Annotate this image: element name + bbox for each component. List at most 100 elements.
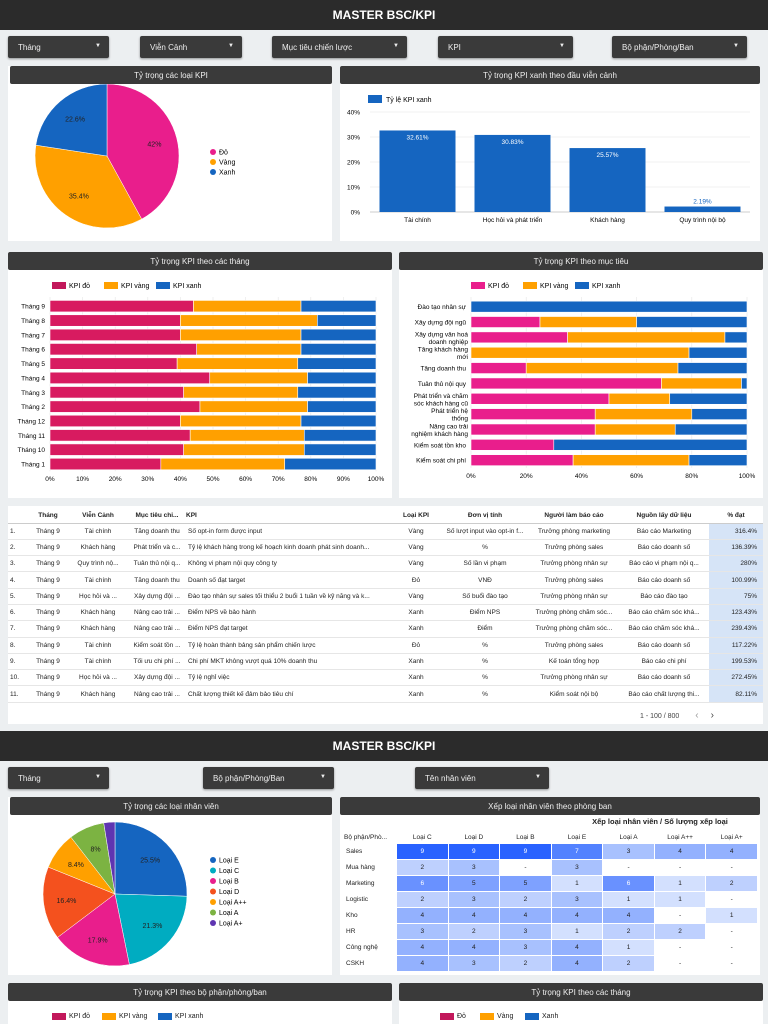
table-cell: Báo cáo doanh số (619, 637, 709, 654)
pie-value-label: 16.4% (57, 898, 77, 905)
x-tick-label: 40% (174, 476, 187, 483)
table-row[interactable]: 3. Tháng 9 Quy trình nộ... Tuân thủ nội q..… (8, 555, 763, 573)
x-tick-label: 100% (368, 476, 385, 483)
bar-segment (470, 408, 596, 420)
table-cell: Kiểm soát tồn ... (128, 637, 186, 654)
filter-objective-dropdown[interactable]: Mục tiêu chiến lược ▼ (272, 36, 407, 58)
table-cell: Tháng 9 (28, 653, 68, 671)
table-cell: 3 (500, 940, 551, 955)
y-tick-label: 40% (347, 110, 360, 117)
column-header[interactable]: Loại A+ (720, 833, 743, 841)
employee-type-pie-chart: 25.5% 21.3% 17.9% 16.4% 8.4% 8% Loại E Loại C Lo… (42, 821, 247, 967)
filter-perspective-dropdown[interactable]: Viễn Cảnh ▼ (140, 36, 242, 58)
legend-label: KPI đỏ (69, 1013, 91, 1020)
y-tick-label: 30% (347, 135, 360, 142)
table-cell: 4 (448, 908, 500, 923)
table-row[interactable]: 10. Tháng 9 Học hỏi và ... Xây dựng đội ...… (8, 669, 763, 687)
table-cell: Xanh (391, 669, 441, 687)
table-row[interactable]: 6. Tháng 9 Khách hàng Nâng cao trải ... Điểm… (8, 604, 763, 622)
filter-department-dropdown[interactable]: Bộ phận/Phòng/Ban ▼ (612, 36, 747, 58)
chevron-right-icon[interactable]: › (710, 710, 714, 721)
column-header[interactable]: Tháng (28, 509, 68, 524)
column-header[interactable]: Bộ phận/Phò... (344, 833, 388, 841)
table-row[interactable]: 4. Tháng 9 Tài chính Tăng doanh thu Doanh số… (8, 571, 763, 589)
dashboard-title: MASTER BSC/KPI (332, 8, 436, 22)
column-header[interactable] (8, 509, 28, 524)
legend-label: Loại A (219, 910, 239, 917)
column-header[interactable]: KPI (186, 509, 391, 524)
table-row[interactable]: 7. Tháng 9 Khách hàng Nâng cao trải ... Điểm… (8, 620, 763, 638)
column-header[interactable]: Nguồn lấy dữ liệu (619, 509, 709, 524)
column-header[interactable]: Loại B (516, 833, 535, 841)
table-cell: Trưởng phòng nhân sự (529, 669, 619, 687)
y-tick-label: 20% (347, 160, 360, 167)
table-cell: 5 (448, 876, 500, 891)
column-header[interactable]: Viễn Cảnh (68, 509, 128, 524)
chevron-down-icon: ▼ (95, 774, 101, 780)
kpi-type-pie-chart: 42% 35.4% 22.6% Đỏ Vàng Xanh (34, 84, 235, 229)
bar-value-label: 2.19% (693, 199, 712, 206)
table-cell: - (679, 864, 682, 871)
table-cell: Đỏ (391, 571, 441, 589)
bar-segment (470, 454, 574, 466)
table-cell: 3 (551, 892, 603, 907)
legend-swatch (525, 1013, 539, 1020)
column-header[interactable]: Người làm báo cáo (529, 509, 619, 524)
table-cell: Số lượt input vào opt-in f... (441, 523, 529, 540)
pagination: 1 - 100 / 800 ‹ › (640, 710, 714, 721)
filter-month-dropdown[interactable]: Tháng ▼ (8, 767, 109, 789)
table-cell: Báo cáo chất lượng thi... (619, 685, 709, 703)
filter-label: Viễn Cảnh (150, 42, 188, 52)
column-header[interactable]: Loại A (619, 833, 638, 841)
table-cell: 3 (603, 844, 654, 859)
table-cell: Nâng cao trải ... (128, 604, 186, 622)
table-row: Công nghệ 4 4 3 4 1- - (344, 940, 757, 955)
column-header[interactable]: Mục tiêu chi... (128, 509, 186, 524)
column-header[interactable]: Loại KPI (391, 509, 441, 524)
filter-department-dropdown[interactable]: Bộ phận/Phòng/Ban ▼ (203, 767, 334, 789)
legend-swatch (210, 159, 216, 165)
filter-month-dropdown[interactable]: Tháng ▼ (8, 36, 109, 58)
table-cell: Tăng doanh thu (128, 523, 186, 540)
filter-employee-dropdown[interactable]: Tên nhân viên ▼ (415, 767, 549, 789)
column-header[interactable]: Loại C (412, 833, 432, 841)
table-cell: Tuân thủ nội q... (128, 555, 186, 573)
legend-label: KPI xanh (592, 283, 621, 290)
legend-label: Đỏ (457, 1013, 466, 1020)
filter-kpi-dropdown[interactable]: KPI ▼ (438, 36, 573, 58)
y-tick-label: mới (457, 354, 468, 361)
y-tick-label: nghiệm khách hàng (411, 431, 468, 438)
table-cell: Số buổi đào tạo (441, 588, 529, 605)
table-cell: - (679, 960, 682, 967)
column-header[interactable]: % đạt (709, 509, 763, 524)
bar (474, 134, 551, 212)
table-cell: 136.39% (709, 539, 763, 557)
bar-segment (180, 414, 302, 428)
column-header[interactable]: Loại D (464, 833, 484, 841)
table-row[interactable]: 2. Tháng 9 Khách hàng Phát triển và c... Tỷ … (8, 539, 763, 557)
chevron-left-icon[interactable]: ‹ (695, 710, 699, 721)
column-header[interactable]: Loại A++ (667, 833, 693, 841)
table-row[interactable]: 11. Tháng 9 Khách hàng Nâng cao trải ... Chấ… (8, 685, 763, 703)
table-row[interactable]: 1. Tháng 9 Tài chính Tăng doanh thu Số opt-i… (8, 523, 763, 540)
column-header[interactable]: Loại E (567, 833, 587, 841)
table-row[interactable]: 5. Tháng 9 Học hỏi và ... Xây dựng đội ... Đ… (8, 588, 763, 605)
pagination-range: 1 - 100 / 800 (640, 713, 680, 720)
table-row[interactable]: 9. Tháng 9 Tài chính Tối ưu chi phí ... Chi … (8, 653, 763, 671)
bar-segment (317, 314, 377, 327)
bar-segment (183, 386, 299, 399)
bar-segment (303, 429, 377, 442)
table-row[interactable]: 8. Tháng 9 Tài chính Kiểm soát tồn ... Tỷ lệ… (8, 637, 763, 654)
table-cell: CSKH (346, 960, 365, 967)
bar-segment (300, 343, 377, 356)
column-header[interactable]: Đơn vị tính (441, 509, 529, 524)
y-tick-label: Tháng 12 (18, 418, 46, 425)
legend-swatch (210, 857, 216, 863)
table-cell: Trưởng phòng chăm sóc... (529, 604, 619, 622)
pie-value-label: 17.9% (88, 937, 108, 944)
table-cell: Tỷ lệ khách hàng trong kế hoạch kinh doa… (186, 539, 391, 557)
y-tick-label: Tháng 4 (21, 375, 45, 382)
table-cell: 280% (709, 555, 763, 573)
table-cell: 3 (448, 956, 500, 971)
